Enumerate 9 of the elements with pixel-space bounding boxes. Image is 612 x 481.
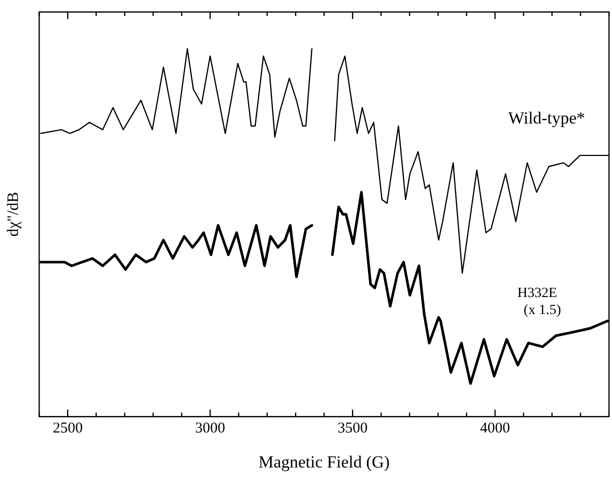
annotation: (x 1.5) <box>524 302 562 318</box>
x-tick-label: 4000 <box>480 420 510 437</box>
x-tick-label: 2500 <box>52 420 83 437</box>
text: H332E <box>517 286 557 301</box>
series-label: Wild-type* <box>508 108 585 128</box>
x-tick-label: 3000 <box>195 420 226 437</box>
y-axis-title: dχ"/dB <box>4 192 22 237</box>
x-tick-label: 3500 <box>338 420 368 437</box>
x-axis-title: Magnetic Field (G) <box>258 452 390 472</box>
